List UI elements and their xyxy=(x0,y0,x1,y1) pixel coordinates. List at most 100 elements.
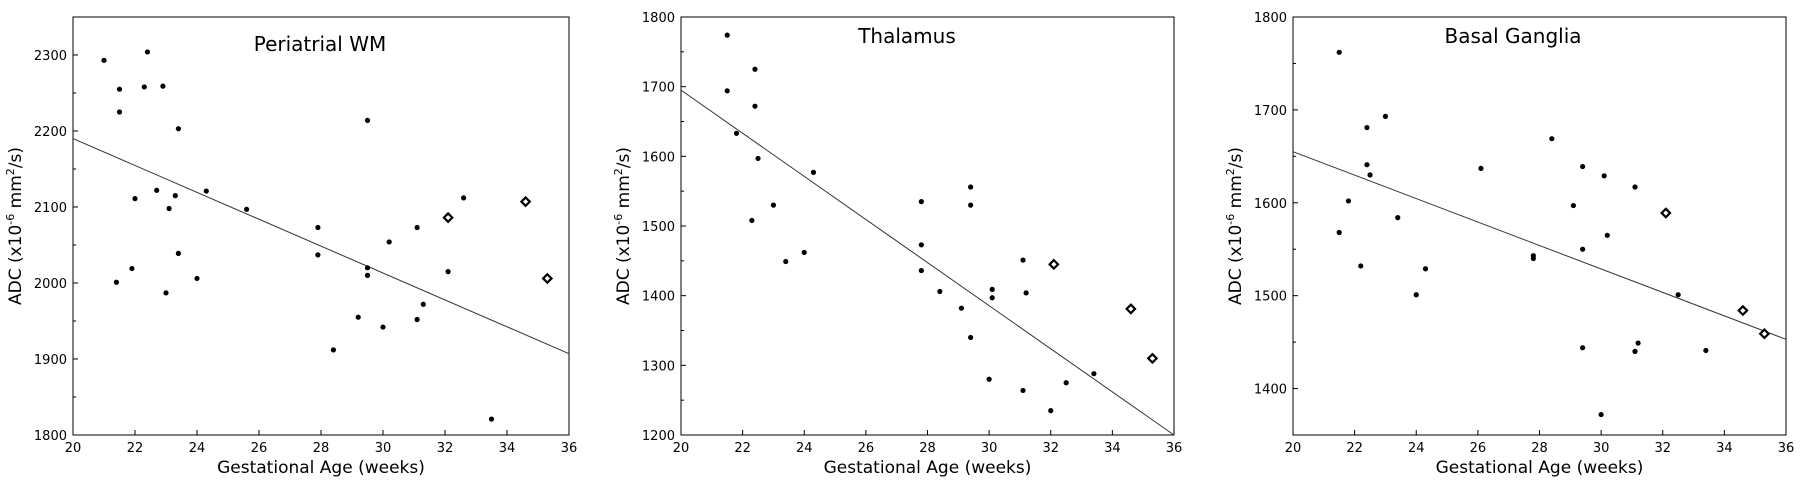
open-data-point xyxy=(519,195,532,208)
chart-panel-1: 20 22 24 26 28 30 32 34 36 1800 1900 2000 2100 2200 23… xyxy=(4,16,578,478)
x-axis-title: Gestational Age (weeks) xyxy=(824,458,1032,478)
data-point xyxy=(1345,198,1352,204)
data-point xyxy=(315,252,321,258)
x-axis-title: Gestational Age (weeks) xyxy=(1436,458,1644,478)
open-data-point xyxy=(1048,258,1060,271)
y-tick-label: 2300 xyxy=(34,49,67,64)
y-tick-label: 1900 xyxy=(34,353,67,368)
data-point xyxy=(364,272,371,278)
open-data-point xyxy=(1125,303,1137,315)
y-tick-label: 1200 xyxy=(642,429,675,444)
regression-line xyxy=(72,138,570,355)
x-tick-label: 22 xyxy=(1346,441,1363,456)
data-point xyxy=(1601,173,1607,179)
data-point xyxy=(113,279,119,285)
x-tick-label: 34 xyxy=(499,441,516,456)
data-point xyxy=(1091,371,1097,377)
data-point xyxy=(175,250,181,256)
data-point xyxy=(937,288,943,295)
x-axis-title: Gestational Age (weeks) xyxy=(217,458,425,478)
y-tick-label: 1800 xyxy=(1254,11,1287,26)
data-point xyxy=(752,103,758,109)
x-tick-label: 28 xyxy=(1531,441,1548,456)
data-point xyxy=(1580,246,1586,252)
data-point xyxy=(445,269,451,275)
chart-title: Thalamus xyxy=(857,24,956,48)
data-point xyxy=(101,57,107,63)
y-tick-label: 1500 xyxy=(642,220,675,235)
data-point xyxy=(1675,292,1681,298)
data-point xyxy=(1020,387,1026,394)
data-point xyxy=(175,126,181,132)
data-point xyxy=(986,376,992,382)
open-data-point xyxy=(1737,304,1749,317)
data-point xyxy=(364,117,371,123)
data-point xyxy=(129,265,135,272)
data-point xyxy=(918,242,924,248)
y-tick-label: 1400 xyxy=(1254,383,1287,398)
data-point xyxy=(918,199,924,205)
data-point xyxy=(141,84,147,90)
x-tick-label: 30 xyxy=(1593,441,1610,456)
open-data-point xyxy=(1146,352,1159,365)
data-point xyxy=(1604,232,1610,238)
open-data-point xyxy=(1660,207,1672,219)
data-point xyxy=(414,316,420,323)
y-tick-label: 1800 xyxy=(642,11,675,26)
data-point xyxy=(1632,184,1638,190)
x-tick-label: 24 xyxy=(189,441,206,456)
data-point xyxy=(724,32,730,38)
data-point xyxy=(461,195,467,201)
y-tick-label: 1700 xyxy=(1254,104,1287,119)
data-point xyxy=(1395,215,1401,221)
x-tick-label: 20 xyxy=(1285,441,1302,456)
data-point xyxy=(1422,266,1429,272)
data-point xyxy=(1358,263,1364,269)
data-point xyxy=(1635,340,1641,346)
data-point xyxy=(1063,380,1069,386)
data-point xyxy=(132,196,138,202)
data-point xyxy=(1364,162,1370,168)
plot-frame xyxy=(1292,16,1787,436)
data-point xyxy=(1598,411,1604,418)
x-tick-label: 24 xyxy=(1408,441,1425,456)
plot-frame xyxy=(72,16,570,436)
x-tick-label: 36 xyxy=(1166,441,1183,456)
regression-line xyxy=(1292,151,1787,340)
data-point xyxy=(1336,49,1342,55)
x-tick-label: 32 xyxy=(1654,441,1671,456)
x-tick-label: 36 xyxy=(1778,441,1795,456)
data-point xyxy=(1413,292,1419,298)
x-tick-label: 26 xyxy=(1470,441,1487,456)
data-point xyxy=(724,88,730,94)
chart-panel-2: 20 22 24 26 28 30 32 34 36 1200 1300 1400 1500 1600 17… xyxy=(612,11,1182,478)
data-point xyxy=(749,217,755,224)
x-tick-label: 32 xyxy=(1042,441,1059,456)
data-point xyxy=(380,324,386,330)
x-tick-label: 36 xyxy=(561,441,578,456)
open-data-point xyxy=(442,211,454,224)
data-point xyxy=(783,258,789,265)
data-point xyxy=(330,347,336,353)
x-tick-label: 26 xyxy=(251,441,268,456)
x-tick-label: 30 xyxy=(375,441,392,456)
x-tick-label: 22 xyxy=(127,441,144,456)
data-point xyxy=(968,202,974,208)
data-point xyxy=(989,286,995,292)
data-point xyxy=(968,334,974,341)
y-axis-title: ADC (x10-6 mm2/s) xyxy=(612,147,634,305)
plot-frame xyxy=(680,16,1175,436)
data-point xyxy=(244,206,250,212)
data-point xyxy=(1632,348,1638,354)
y-tick-label: 1700 xyxy=(642,81,675,96)
y-tick-label: 1600 xyxy=(1254,197,1287,212)
x-tick-label: 32 xyxy=(437,441,454,456)
chart-title: Basal Ganglia xyxy=(1444,24,1581,48)
regression-line xyxy=(680,89,1175,436)
x-tick-label: 34 xyxy=(1104,441,1121,456)
data-point xyxy=(154,187,160,193)
data-point xyxy=(116,86,123,92)
data-point xyxy=(172,193,178,199)
data-point xyxy=(1580,345,1586,351)
